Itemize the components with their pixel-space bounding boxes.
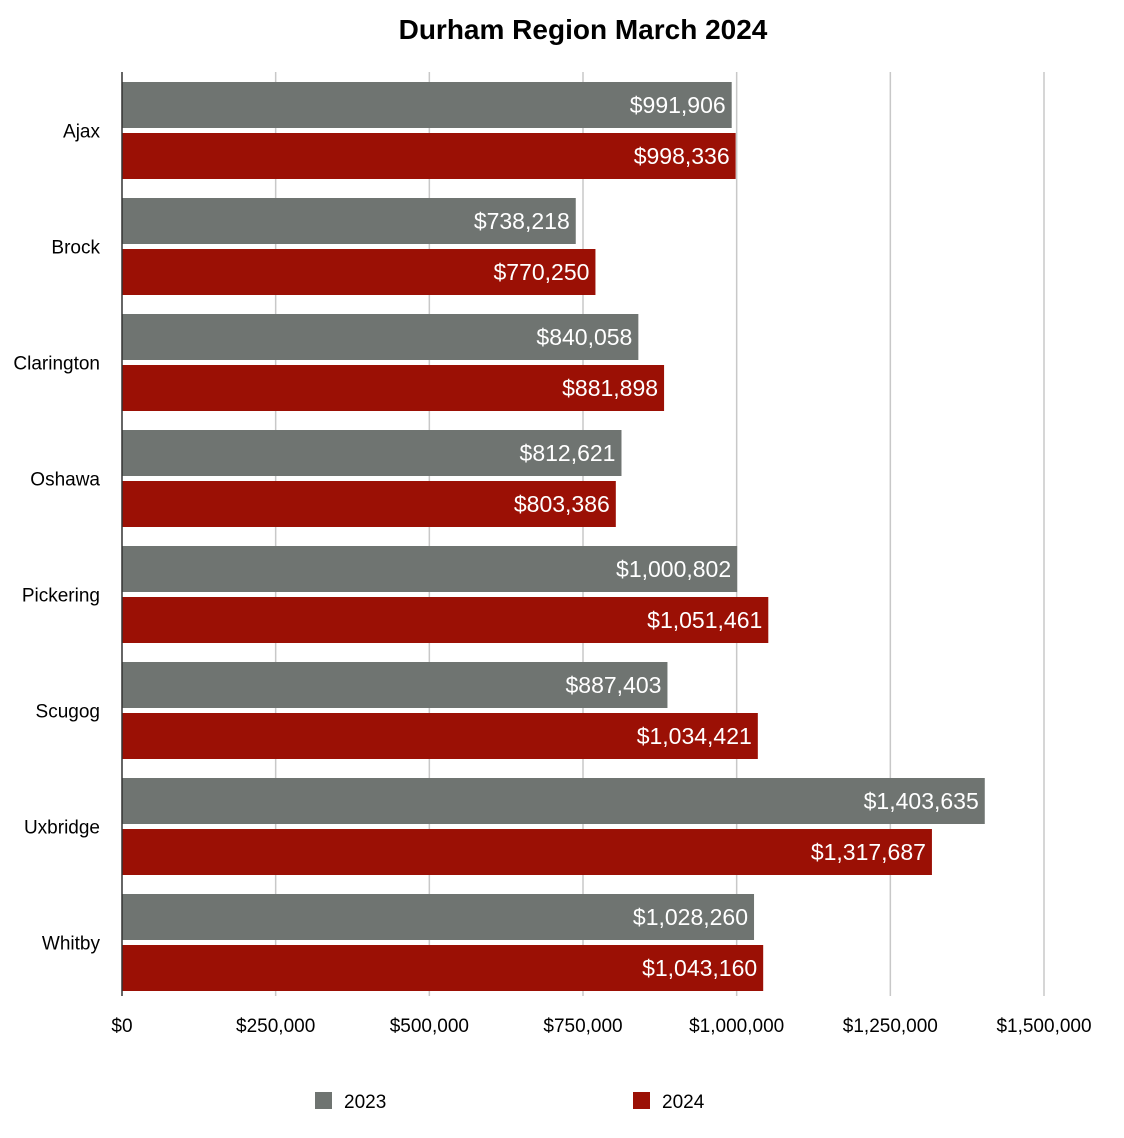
data-label: $1,051,461	[647, 607, 762, 633]
data-label: $1,403,635	[864, 788, 979, 814]
category-label: Oshawa	[30, 470, 100, 491]
data-label: $803,386	[514, 491, 610, 517]
legend-swatch	[633, 1092, 650, 1109]
x-tick-label: $500,000	[390, 1016, 469, 1037]
legend-label: 2024	[662, 1092, 705, 1113]
data-label: $1,043,160	[642, 955, 757, 981]
bar	[122, 713, 758, 759]
bar	[122, 314, 639, 360]
bar	[122, 829, 932, 875]
chart-title: Durham Region March 2024	[398, 14, 768, 45]
legend-label: 2023	[344, 1092, 386, 1113]
legend-swatch	[315, 1092, 332, 1109]
x-tick-label: $0	[111, 1016, 132, 1037]
data-label: $998,336	[634, 143, 730, 169]
data-label: $1,034,421	[637, 723, 752, 749]
bar	[122, 546, 738, 592]
bar	[122, 481, 616, 527]
bar	[122, 365, 665, 411]
x-tick-label: $1,000,000	[689, 1016, 784, 1037]
bar	[122, 778, 985, 824]
bar	[122, 894, 755, 940]
data-label: $738,218	[474, 208, 570, 234]
data-label: $1,000,802	[616, 556, 731, 582]
data-label: $1,317,687	[811, 839, 926, 865]
category-label: Uxbridge	[24, 818, 100, 839]
category-label: Pickering	[22, 586, 100, 607]
bar	[122, 430, 622, 476]
category-label: Clarington	[13, 354, 100, 375]
category-label: Whitby	[42, 934, 101, 955]
data-label: $1,028,260	[633, 904, 748, 930]
x-tick-label: $1,500,000	[996, 1016, 1091, 1037]
bar	[122, 662, 668, 708]
data-label: $770,250	[494, 259, 590, 285]
category-label: Brock	[51, 238, 100, 259]
data-label: $881,898	[562, 375, 658, 401]
data-label: $840,058	[536, 324, 632, 350]
data-label: $991,906	[630, 92, 726, 118]
x-tick-label: $250,000	[236, 1016, 315, 1037]
bar	[122, 82, 732, 128]
data-label: $887,403	[566, 672, 662, 698]
bar	[122, 133, 736, 179]
category-label: Scugog	[36, 702, 100, 723]
bar	[122, 249, 596, 295]
bar	[122, 597, 769, 643]
bar	[122, 945, 764, 991]
x-tick-label: $1,250,000	[843, 1016, 938, 1037]
x-tick-label: $750,000	[543, 1016, 622, 1037]
data-label: $812,621	[520, 440, 616, 466]
bar	[122, 198, 576, 244]
category-label: Ajax	[63, 122, 100, 143]
